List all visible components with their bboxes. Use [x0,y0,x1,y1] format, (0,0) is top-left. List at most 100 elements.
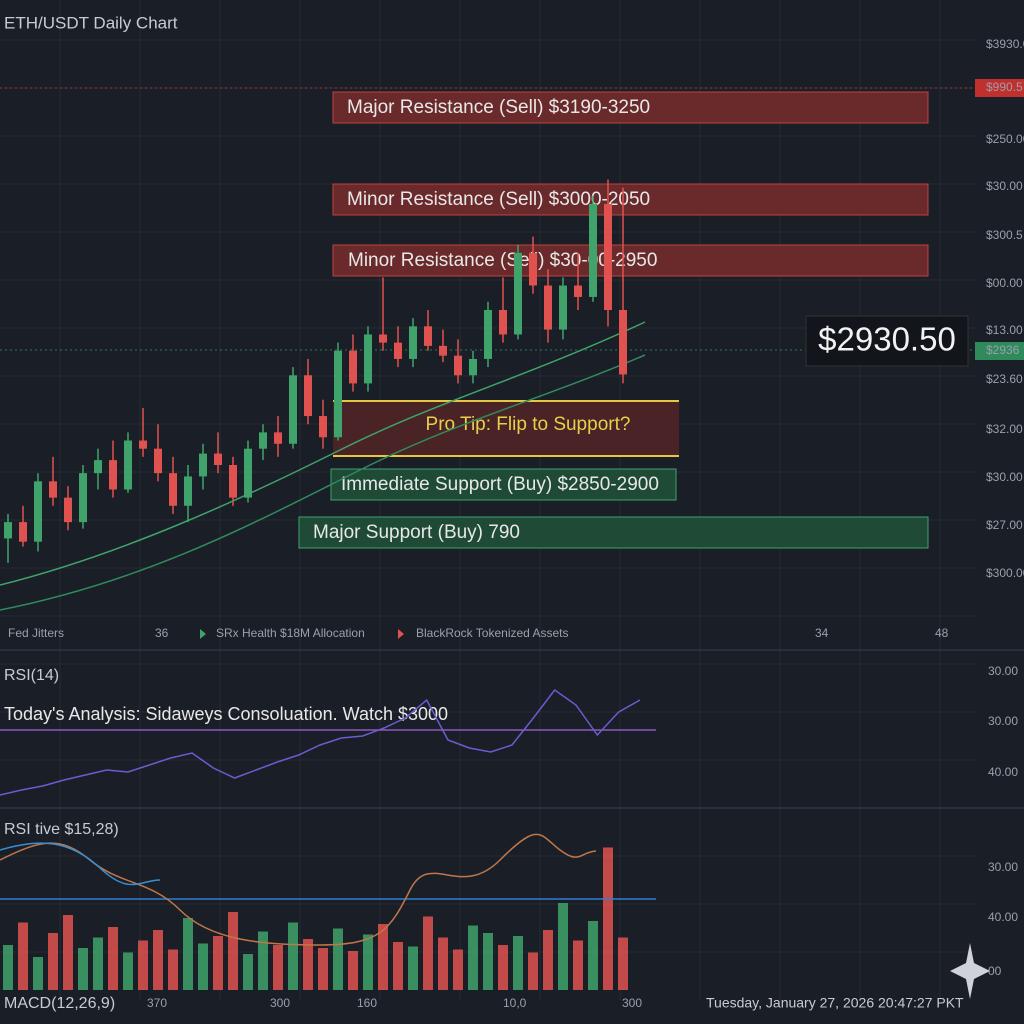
volume-bar [498,945,508,990]
price-tag [805,315,969,367]
zone-label: Immediate Support (Buy) $2850-2900 [341,474,659,495]
volume-bar [393,942,403,990]
chart-title: ETH/USDT Daily Chart [4,13,178,32]
macd-signal [0,842,161,886]
zone-label: Pro Tip: Flip to Support? [426,414,631,435]
volume-bar [453,949,463,990]
candle-body [424,326,432,346]
candle-body [34,481,42,542]
candle-body [514,252,522,335]
price-axis: $3930.00 $990.5 $250.00 $30.00 $300.5 $00.00 $… [975,37,1024,580]
ticker-item: SRx Health $18M Allocation [216,626,365,640]
timestamp: Tuesday, January 27, 2026 20:47:27 PKT [706,995,964,1011]
candle-body [94,460,102,474]
panel-title: RSI(14) [4,667,59,684]
volume-bar [573,940,583,990]
candle-body [289,375,297,444]
axis-tag [975,342,1024,360]
candle-body [109,460,117,490]
axis-label: $2936 [986,343,1020,357]
price-tag-text: $2930.50 [818,321,956,358]
ticker-item: BlackRock Tokenized Assets [416,626,569,640]
candle-body [169,473,177,506]
arrow-icon [398,629,404,639]
candle-body [259,432,267,449]
candle-body [319,416,327,438]
candle-body [199,453,207,477]
axis-label: $00.00 [986,276,1023,290]
axis-label: 370 [147,996,167,1010]
axis-label: MACD(12,26,9) [4,995,115,1012]
candle-body [574,285,582,297]
candle-body [304,375,312,417]
axis-label: $300.00 [986,566,1024,580]
zone [330,468,677,501]
volume [3,847,628,990]
volume-bar [333,928,343,990]
ticker-item: 48 [935,626,949,640]
axis-label: $30.00 [986,179,1023,193]
candle-body [244,448,252,498]
axis-label: 160 [357,996,377,1010]
axis-label: 00 [988,964,1002,978]
candle-body [139,440,147,449]
volume-bar [408,946,418,990]
candle-body [394,342,402,359]
volume-bar [558,903,568,990]
axis-label: 40.00 [988,910,1018,924]
candle-body [19,522,27,542]
axis-label: $300.5 [986,228,1023,242]
volume-bar [483,933,493,990]
axis-label: 300 [622,996,642,1010]
axis-label: $32.00 [986,422,1023,436]
zone [332,91,929,124]
candle-body [529,252,537,286]
volume-bar [228,912,238,990]
volume-bar [438,937,448,990]
candle-body [499,310,507,335]
candle-body [79,473,87,523]
volume-bar [318,948,328,990]
candle-body [64,497,72,523]
volume-bar [378,924,388,990]
volume-bar [78,948,88,990]
candle-body [124,440,132,490]
candle-body [334,350,342,438]
candle-body [349,350,357,384]
panel-title: RSI tive $15,28) [4,821,119,838]
candle-body [589,203,597,297]
analysis-text: Today's Analysis: Sidaweys Consoluation.… [4,704,448,724]
candle-body [619,310,627,375]
volume-bar [618,937,628,990]
volume-bar [243,954,253,990]
volume-bar [183,918,193,990]
axis-label: 30.00 [988,714,1018,728]
volume-bar [63,915,73,990]
volume-bar [123,952,133,990]
axis-label: $27.00 [986,518,1023,532]
volume-bar [153,930,163,990]
candle-body [364,334,372,384]
volume-bar [288,922,298,990]
zone [332,244,929,277]
candle-body [154,448,162,474]
zone [332,183,929,216]
sparkle-icon [950,943,990,999]
volume-bar [198,943,208,990]
rsi [0,688,656,796]
candle-body [4,522,12,539]
macd-line [0,833,597,946]
volume-bar [48,933,58,990]
volume-bar [513,936,523,990]
ticker-item: 34 [815,626,829,640]
zone [333,401,679,456]
moving-average [0,321,646,586]
volume-bar [588,921,598,990]
volume-bar [528,952,538,990]
candle-body [184,476,192,506]
candle-body [439,345,447,356]
rsi-line [0,688,641,796]
ticker-item: Fed Jitters [8,626,64,640]
